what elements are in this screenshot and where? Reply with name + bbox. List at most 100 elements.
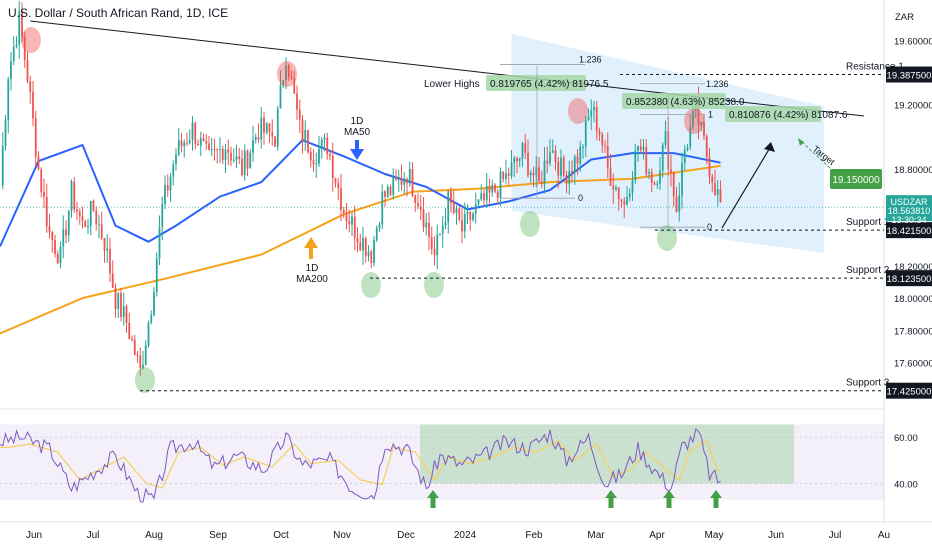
- candle-body: [232, 159, 235, 161]
- candle-body: [373, 239, 375, 264]
- x-tick-label-10: Apr: [649, 530, 665, 541]
- candle-body: [304, 130, 307, 141]
- candle-body: [235, 156, 238, 160]
- candle-body: [241, 159, 243, 176]
- projection-arrow-head: [764, 142, 775, 152]
- candle-body: [219, 148, 221, 150]
- candle-body: [645, 147, 648, 174]
- candle-body: [664, 131, 667, 145]
- candle-body: [703, 121, 705, 137]
- projection-arrow-line: [721, 145, 772, 229]
- rsi-arrow-head-1: [605, 490, 617, 498]
- rsi-arrow-shaft-3: [713, 497, 719, 508]
- chart-title: U.S. Dollar / South African Rand, 1D, IC…: [8, 6, 229, 20]
- candle-body: [425, 222, 428, 228]
- candle-body: [466, 212, 469, 215]
- fib-b-zero-label: 0: [707, 222, 712, 232]
- candle-body: [12, 46, 15, 62]
- candle-body: [4, 120, 7, 147]
- rsi-arrow-shaft-2: [666, 497, 672, 508]
- candle-body: [626, 197, 628, 205]
- candle-body: [254, 137, 257, 141]
- candle-body: [92, 200, 95, 211]
- candle-body: [593, 106, 595, 111]
- candle-body: [177, 140, 180, 155]
- candle-body: [252, 140, 254, 153]
- candle-body: [560, 157, 562, 176]
- candle-body: [111, 273, 114, 288]
- candle-body: [89, 200, 92, 226]
- candle-body: [194, 122, 197, 144]
- candle-body: [527, 152, 529, 176]
- candle-body: [23, 36, 26, 60]
- candle-body: [711, 176, 714, 184]
- candle-body: [67, 210, 70, 236]
- candle-body: [719, 189, 722, 203]
- candle-body: [576, 156, 579, 164]
- candle-body: [631, 180, 634, 193]
- candle-body: [400, 178, 403, 185]
- candle-body: [419, 206, 422, 210]
- measure-3-box: [725, 106, 821, 122]
- candle-body: [571, 170, 573, 173]
- candle-body: [716, 189, 719, 195]
- candle-body: [458, 208, 461, 221]
- measure-3-label: 0.810876 (4.42%) 81087.6: [729, 110, 848, 121]
- ma200-label-line1: 1D: [306, 263, 319, 274]
- candle-body: [450, 191, 452, 204]
- candle-body: [144, 345, 147, 365]
- candle-body: [175, 154, 177, 165]
- candle-body: [164, 185, 166, 205]
- rsi-arrow-shaft-0: [430, 497, 436, 508]
- candle-body: [375, 227, 378, 240]
- candle-body: [477, 199, 480, 205]
- candle-body: [502, 171, 505, 180]
- rsi-arrow-head-0: [427, 490, 439, 498]
- y-tick-label-4: 18.000000: [894, 294, 932, 305]
- candle-body: [562, 157, 565, 176]
- candle-body: [436, 234, 439, 256]
- candle-body: [40, 169, 43, 193]
- candle-body: [524, 143, 527, 153]
- candle-body: [337, 182, 340, 189]
- candle-body: [87, 225, 89, 228]
- candle-body: [307, 130, 309, 152]
- candle-body: [494, 184, 496, 192]
- candle-body: [617, 187, 620, 200]
- y-tick-label-6: 17.600000: [894, 359, 932, 370]
- candle-body: [356, 238, 359, 243]
- rsi-arrow-head-3: [710, 490, 722, 498]
- candle-body: [587, 116, 590, 120]
- candle-body: [678, 195, 681, 212]
- candle-body: [422, 209, 425, 228]
- x-tick-label-6: Dec: [397, 530, 415, 541]
- candle-body: [612, 185, 615, 190]
- candle-body: [98, 224, 100, 226]
- candle-body: [296, 93, 298, 110]
- candle-body: [353, 216, 356, 239]
- candle-body: [197, 143, 199, 146]
- candle-body: [301, 119, 304, 141]
- candle-body: [461, 220, 463, 232]
- candle-body: [221, 148, 224, 160]
- countdown-label: 13:30:34: [891, 215, 926, 225]
- candle-body: [708, 157, 711, 177]
- candles: [1, 0, 722, 376]
- candle-body: [32, 91, 34, 119]
- rsi-ma-line: [0, 440, 721, 489]
- candle-body: [7, 79, 10, 121]
- x-tick-label-3: Sep: [209, 530, 227, 541]
- candle-body: [246, 150, 249, 169]
- level-price-badge-3: [886, 270, 932, 287]
- candle-body: [205, 141, 208, 144]
- rsi-arrow-shaft-1: [608, 497, 614, 508]
- candle-body: [122, 306, 125, 317]
- candle-body: [598, 131, 601, 135]
- candle-body: [499, 171, 502, 198]
- candle-body: [169, 176, 172, 191]
- candle-body: [414, 196, 417, 203]
- y-tick-label-3: 18.200000: [894, 262, 932, 273]
- level-price-label-4: 17.425000: [887, 387, 932, 398]
- candle-body: [249, 152, 252, 169]
